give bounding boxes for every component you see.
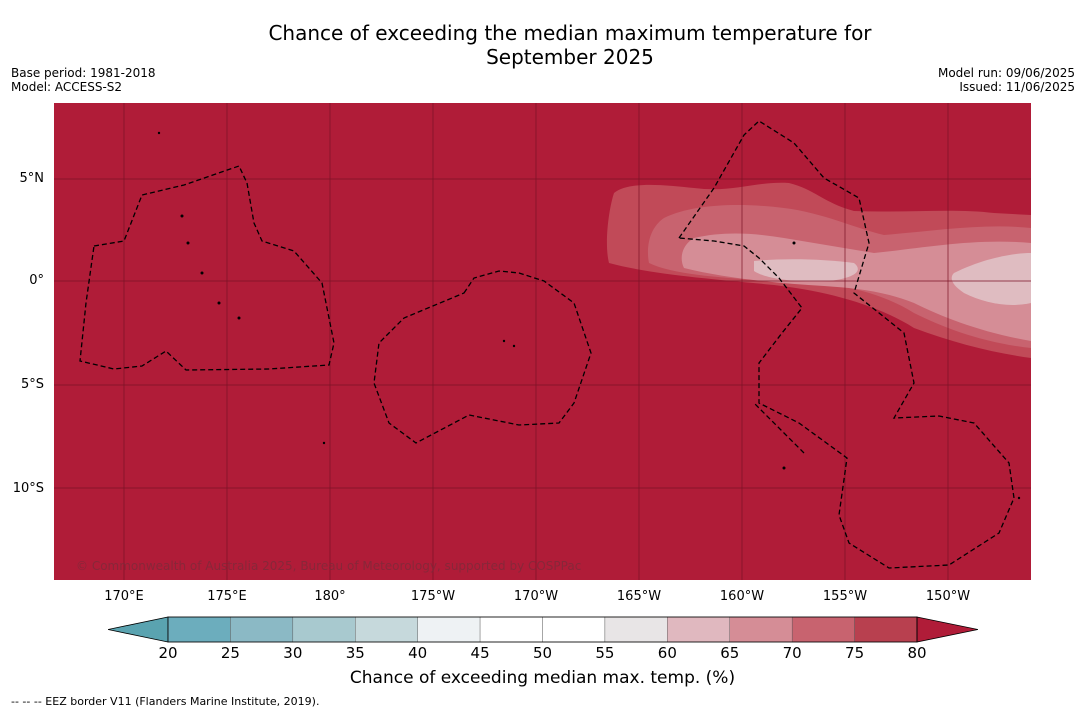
eez-legend-note: -- -- -- EEZ border V11 (Flanders Marine… [11,695,320,708]
eez-kiribati-line-inner [753,402,805,454]
island [792,241,796,245]
meta-left: Base period: 1981-2018 Model: ACCESS-S2 [11,66,156,94]
colorbar-segment [604,616,668,643]
colorbar-segment [791,616,855,643]
eez-kiribati-gilbert [79,165,335,371]
island [502,339,506,343]
colorbar-tick-label: 45 [470,644,490,662]
colorbar-tick-label: 75 [845,644,865,662]
copyright-notice: © Commonwealth of Australia 2025, Bureau… [76,559,582,573]
colorbar-segment [667,616,730,643]
lon-label-160w: 160°W [719,589,765,604]
colorbar-tick-label: 80 [907,644,927,662]
eez-borders [79,120,1015,569]
colorbar-tick-label: 20 [158,644,178,662]
eez-kiribati-phoenix [373,270,592,444]
colorbar-segment [417,616,481,643]
lon-label-155w: 155°W [822,589,868,604]
island [322,441,326,445]
colorbar-tick-label: 25 [220,644,240,662]
colorbar-segment [542,616,606,643]
colorbar-segment [479,616,543,643]
chart-title: Chance of exceeding the median maximum t… [0,21,1085,69]
colorbar-tick-label: 35 [345,644,365,662]
lat-label-0: 0° [29,273,44,288]
model-run: Model run: 09/06/2025 [937,66,1075,80]
island [217,301,221,305]
map-panel [54,103,1031,580]
lat-label-5n: 5°N [19,171,45,186]
lon-label-150w: 150°W [925,589,971,604]
lon-label-165w: 165°W [616,589,662,604]
issued-date: Issued: 11/06/2025 [959,80,1075,94]
island [186,241,190,245]
colorbar-segment [854,616,918,643]
colorbar-tick-label: 55 [595,644,615,662]
eez-kiribati-line [677,120,1015,569]
colorbar-tick-label: 50 [532,644,553,662]
lat-label-10s: 10°S [12,481,44,496]
colorbar-tick-label: 60 [657,644,677,662]
lon-label-175e: 175°E [207,589,247,604]
island [1017,496,1021,500]
colorbar-segment [230,616,294,643]
colorbar-tick-label: 65 [720,644,740,662]
colorbar-segment [167,616,231,643]
island [512,344,516,348]
map-svg [54,103,1031,580]
colorbar-outline [167,616,918,643]
lon-label-175w: 175°W [410,589,456,604]
colorbar-extend-high [916,616,978,643]
meta-right: Model run: 09/06/2025 Issued: 11/06/2025 [938,66,1075,94]
graticule [54,103,1031,580]
island [157,131,161,135]
title-line-2: September 2025 [486,45,654,69]
lat-label-5s: 5°S [20,377,44,392]
band-60 [754,259,858,282]
base-period: Base period: 1981-2018 [11,66,156,80]
colorbar-segment [729,616,793,643]
colorbar-segment [355,616,418,643]
band-60b [951,253,1031,305]
island [782,466,786,470]
islands [157,131,1021,500]
colorbar-label: Chance of exceeding median max. temp. (%… [349,668,736,688]
colorbar-segment [292,616,356,643]
island [237,316,241,320]
model-name: Model: ACCESS-S2 [11,80,123,94]
lon-label-170w: 170°W [513,589,559,604]
lon-label-170e: 170°E [104,589,144,604]
island [180,214,184,218]
island [200,271,204,275]
lon-label-180: 180° [314,589,346,604]
colorbar [108,616,978,643]
colorbar-extend-low [108,616,169,643]
map-background [54,103,1031,580]
colorbar-tick-label: 70 [782,644,802,662]
title-line-1: Chance of exceeding the median maximum t… [268,21,872,45]
colorbar-tick-label: 30 [283,644,303,662]
colorbar-tick-label: 40 [408,644,428,662]
